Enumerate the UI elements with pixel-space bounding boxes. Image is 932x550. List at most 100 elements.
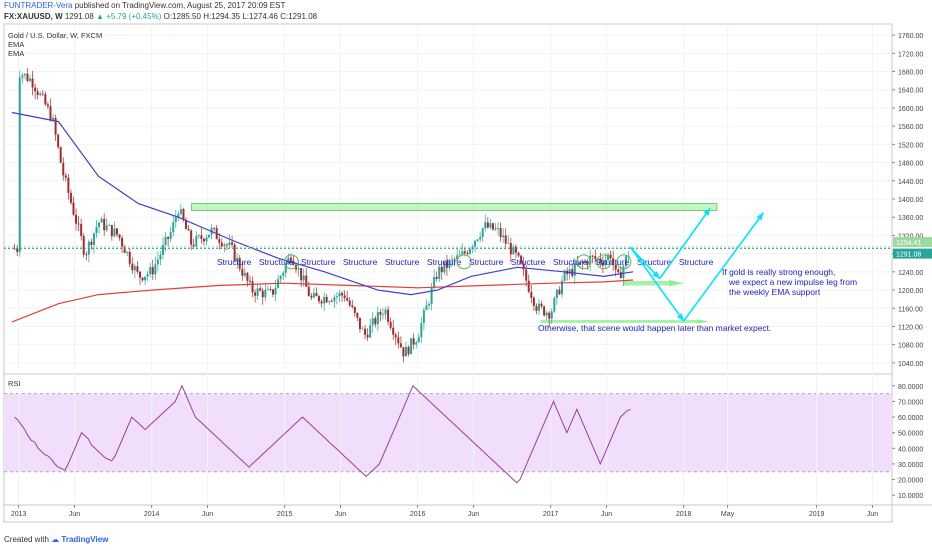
candle-body	[584, 261, 587, 263]
candle-body	[133, 266, 136, 271]
support-zone-low-head	[696, 319, 709, 324]
candle-body	[126, 251, 129, 253]
candle-body	[146, 273, 149, 277]
candle-body	[476, 239, 479, 241]
candle-body	[13, 248, 16, 250]
candle-body	[471, 246, 474, 250]
candle-body	[261, 290, 264, 298]
arrow-down-weak-head	[676, 313, 684, 322]
candle-body	[64, 175, 67, 178]
candle-body	[581, 262, 584, 264]
price-tick-label: 1240.00	[898, 270, 923, 277]
candle-body	[31, 78, 34, 88]
author-link[interactable]: FUNTRADER-Vera	[4, 1, 73, 10]
candle-body	[540, 303, 543, 307]
candle-body	[200, 235, 203, 239]
candle-body	[438, 266, 441, 279]
candle-body	[21, 75, 24, 78]
structure-circle	[456, 254, 472, 270]
candle-body	[578, 262, 581, 265]
candle-body	[246, 272, 249, 281]
candle-body	[59, 147, 62, 163]
price-tick-label: 1600.00	[898, 106, 923, 113]
candle-body	[484, 222, 487, 229]
candle-body	[537, 303, 540, 311]
candle-body	[328, 301, 331, 303]
price-tags: 1294.41 1291.08	[893, 237, 932, 259]
candle-body	[138, 271, 141, 278]
time-tick-label: 2019	[809, 511, 825, 518]
candle-body	[41, 93, 44, 95]
candle-body	[251, 281, 254, 293]
candle-body	[573, 263, 576, 276]
candle-body	[154, 264, 157, 275]
candle-body	[514, 246, 517, 253]
candle-body	[343, 295, 346, 298]
candle-body	[379, 312, 382, 315]
price-tick-label: 1680.00	[898, 70, 923, 77]
candle-body	[259, 288, 262, 291]
candle-body	[407, 346, 410, 355]
time-tick-label: Jun	[335, 511, 346, 518]
candle-body	[589, 255, 592, 265]
candle-body	[338, 293, 341, 297]
symbol-name[interactable]: FX:XAUUSD, W	[4, 12, 63, 21]
candle-body	[330, 301, 333, 303]
arrow-down-strong-head	[652, 271, 660, 279]
candle-body	[238, 257, 241, 269]
legend-ema-2: EMA	[8, 49, 24, 58]
note-strong-line1: If gold is really strong enough,	[722, 267, 835, 277]
candle-body	[241, 268, 244, 276]
candles	[13, 68, 630, 363]
candle-body	[520, 255, 523, 264]
structure-circle	[596, 254, 612, 270]
symbol-header: FX:XAUUSD, W 1291.08 ▲ +5.79 (+0.45%) O:…	[4, 12, 317, 21]
candle-body	[177, 214, 180, 218]
price-tick-label: 1120.00	[898, 324, 923, 331]
candle-body	[594, 256, 597, 259]
candle-body	[517, 252, 520, 256]
candle-body	[141, 277, 144, 281]
candle-body	[269, 289, 272, 290]
time-tick-label: Jun	[69, 511, 80, 518]
structure-circle	[576, 254, 592, 270]
candle-body	[113, 228, 116, 237]
candle-body	[225, 244, 228, 246]
support-zone-ema	[623, 280, 669, 286]
structure-label: Structure	[469, 257, 504, 267]
candle-body	[392, 327, 395, 335]
structure-labels: Structure Structure Structure Structure Stru…	[217, 254, 714, 270]
candle-body	[356, 312, 359, 318]
candle-body	[307, 286, 310, 296]
price-tick-label: 1480.00	[898, 161, 923, 168]
candle-body	[404, 346, 407, 357]
structure-label: Structure	[259, 257, 294, 267]
candle-body	[315, 293, 318, 297]
tradingview-brand[interactable]: TradingView	[61, 535, 109, 544]
candle-body	[197, 235, 200, 237]
candle-body	[72, 202, 75, 215]
candle-body	[320, 301, 323, 304]
candle-body	[369, 325, 372, 338]
candle-body	[607, 254, 610, 261]
candle-body	[381, 314, 384, 316]
rsi-tick-label: 60.0000	[898, 415, 923, 422]
chart-frame	[3, 23, 893, 523]
candle-body	[23, 73, 26, 76]
arrow-up-weak-head	[756, 212, 764, 221]
candle-body	[394, 334, 397, 338]
candle-body	[387, 309, 390, 322]
candle-body	[44, 94, 47, 105]
candle-body	[213, 227, 216, 229]
candle-body	[220, 242, 223, 247]
candle-body	[353, 307, 356, 313]
time-tick-label: Jun	[202, 511, 213, 518]
candle-body	[179, 209, 182, 215]
candle-body	[195, 236, 198, 247]
candle-body	[75, 214, 78, 224]
levels	[4, 246, 892, 249]
candle-body	[443, 261, 446, 273]
candle-body	[169, 232, 172, 239]
arrow-up-strong	[659, 207, 711, 280]
